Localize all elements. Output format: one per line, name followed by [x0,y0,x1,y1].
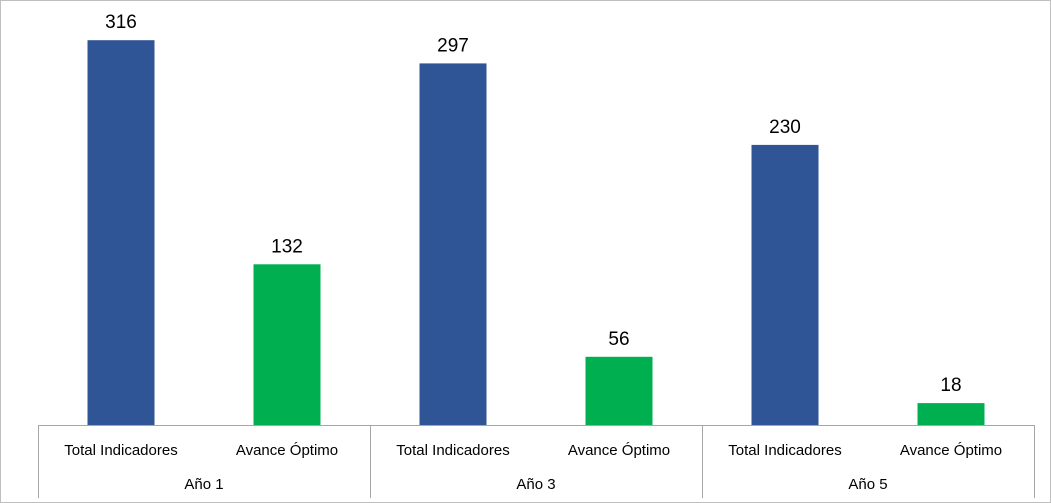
sub-category-label: Avance Óptimo [236,442,338,459]
bar-avance-optimo-group-3 [917,403,985,425]
data-label: 297 [437,35,469,56]
group-label: Año 1 [184,476,223,493]
bar-total-indicadores-group-3 [751,144,819,425]
data-label: 56 [608,329,629,350]
sub-category-label: Total Indicadores [64,442,177,459]
sub-category-label: Total Indicadores [396,442,509,459]
data-label: 18 [940,375,961,396]
bar-avance-optimo-group-2 [585,356,653,425]
sub-category-label: Total Indicadores [728,442,841,459]
group-label: Año 5 [848,476,887,493]
sub-category-label: Avance Óptimo [568,442,670,459]
bar-avance-optimo-group-1 [253,264,321,425]
bar-total-indicadores-group-1 [87,40,155,425]
sub-category-label: Avance Óptimo [900,442,1002,459]
group-label: Año 3 [516,476,555,493]
data-label: 230 [769,117,801,138]
data-label: 132 [271,236,303,257]
data-label: 316 [105,12,137,33]
bar-total-indicadores-group-2 [419,63,487,426]
